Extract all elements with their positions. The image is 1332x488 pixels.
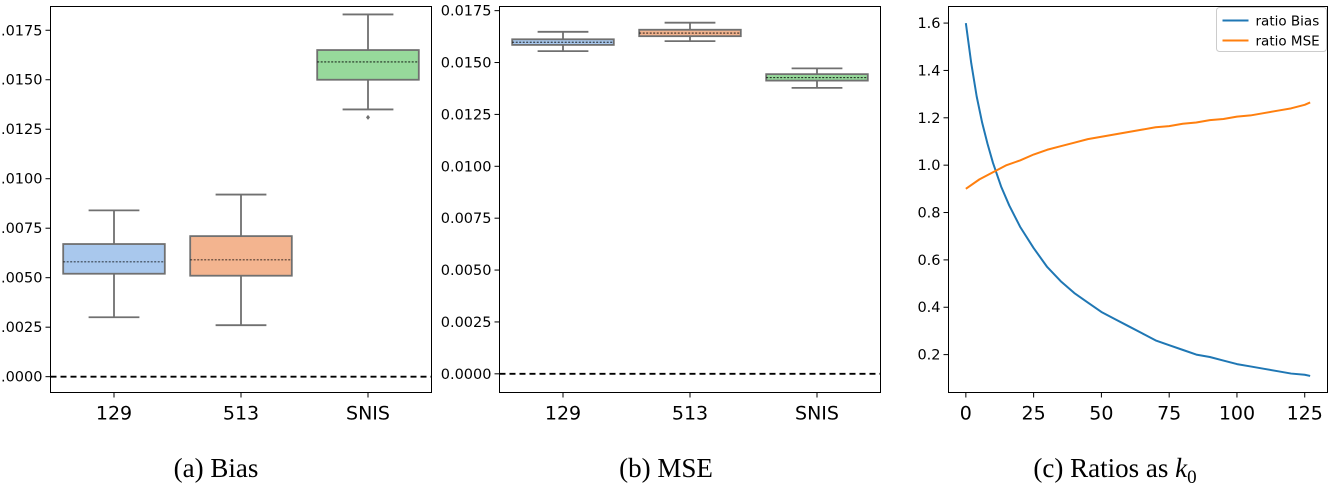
y-tick-label: 0.0075 (0, 221, 43, 237)
x-tick-label: SNIS (346, 403, 390, 425)
legend: ratio Bias ratio MSE (1216, 7, 1327, 52)
box-iqr (62, 243, 166, 275)
y-tick-label: 0.0100 (0, 172, 43, 188)
y-tick-label: 0.4 (917, 300, 940, 316)
y-tick-label: 0.0000 (0, 370, 43, 386)
plot-frame (948, 6, 1328, 393)
y-tick-label: 0.6 (917, 253, 940, 269)
x-tick-label: 513 (672, 403, 708, 425)
x-tick-label: 75 (1157, 403, 1181, 425)
x-tick-label: 0 (960, 403, 972, 425)
box-iqr (189, 235, 293, 277)
y-tick-label: 0.0150 (0, 73, 43, 89)
y-tick-label: 0.0175 (0, 23, 43, 39)
y-tick-label: 0.0025 (0, 320, 43, 336)
y-tick-label: 1.2 (917, 111, 940, 127)
y-tick-label: 1.4 (917, 63, 940, 79)
x-tick-label: 25 (1022, 403, 1046, 425)
box-513 (638, 21, 742, 43)
caption-variable: k (1175, 453, 1188, 483)
x-tick-label: SNIS (795, 403, 839, 425)
y-tick-label: 0.8 (917, 206, 940, 222)
y-tick-label: 0.2 (917, 348, 940, 364)
flier (366, 114, 370, 120)
box-129 (62, 209, 166, 319)
panel-caption: (b) MSE (619, 453, 713, 483)
box-iqr (316, 49, 420, 81)
y-tick-label: 0.0175 (441, 4, 492, 20)
x-tick-label: 100 (1219, 403, 1255, 425)
panel-caption: (a) Bias (174, 453, 259, 483)
y-tick-label: 0.0050 (0, 271, 43, 287)
y-tick-label: 0.0100 (441, 159, 492, 175)
y-tick-label: 0.0025 (441, 315, 492, 331)
y-tick-label: 0.0000 (441, 367, 492, 383)
series-line-0 (964, 22, 1311, 377)
box-SNIS (316, 13, 420, 120)
y-tick-label: 0.0075 (441, 211, 492, 227)
caption-subscript: 0 (1187, 467, 1197, 488)
y-tick-label: 1.0 (917, 158, 940, 174)
caption-text: (c) Ratios as (1033, 453, 1175, 483)
y-tick-label: 0.0150 (441, 56, 492, 72)
box-panel-1: 0.0000 0.0025 0.0050 0.0075 0.0100 0.0125 0.01… (441, 4, 881, 483)
x-tick-label: 129 (96, 403, 132, 425)
y-tick-label: 0.0125 (441, 107, 492, 123)
box-panel-0: 0.0000 0.0025 0.0050 0.0075 0.0100 0.0125 0.01… (0, 6, 432, 483)
y-tick-label: 1.6 (917, 16, 940, 32)
x-tick-label: 513 (223, 403, 259, 425)
box-129 (511, 30, 615, 53)
y-tick-label: 0.0050 (441, 263, 492, 279)
box-513 (189, 193, 293, 327)
legend-label: ratio MSE (1256, 34, 1320, 50)
plot-frame (499, 6, 881, 393)
x-tick-label: 125 (1287, 403, 1323, 425)
x-tick-label: 50 (1089, 403, 1113, 425)
series-line-1 (965, 101, 1311, 190)
x-tick-label: 129 (545, 403, 581, 425)
y-tick-label: 0.0125 (0, 122, 43, 138)
panel-caption: (c) Ratios as k0 (1033, 453, 1196, 488)
legend-label: ratio Bias (1256, 14, 1320, 30)
line-panel-2: 0.2 0.4 0.6 0.8 1.0 1.2 1.4 1.6 0 25 50 75 100 125 rat… (917, 6, 1328, 488)
box-SNIS (765, 67, 869, 89)
